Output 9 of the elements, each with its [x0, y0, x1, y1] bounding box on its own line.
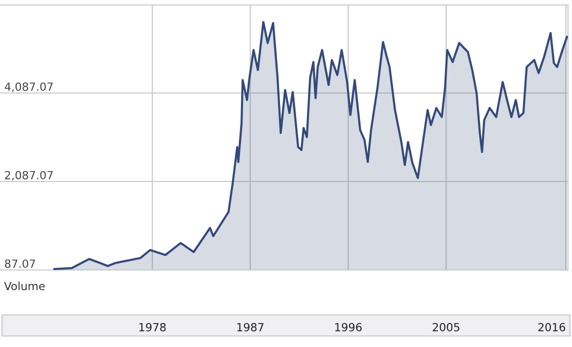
y-tick-label: 87.07	[4, 259, 36, 268]
text: Volume	[4, 282, 45, 290]
y-tick-label: 4,087.07	[4, 82, 53, 92]
y-tick-label: 2,087.07	[4, 170, 53, 180]
x-tick-label: 2016	[538, 322, 566, 332]
x-tick-label: 1987	[237, 322, 264, 332]
x-tick-label: 1996	[335, 322, 362, 332]
x-tick-label: 2005	[432, 322, 460, 332]
x-tick-label: 1978	[139, 322, 166, 332]
